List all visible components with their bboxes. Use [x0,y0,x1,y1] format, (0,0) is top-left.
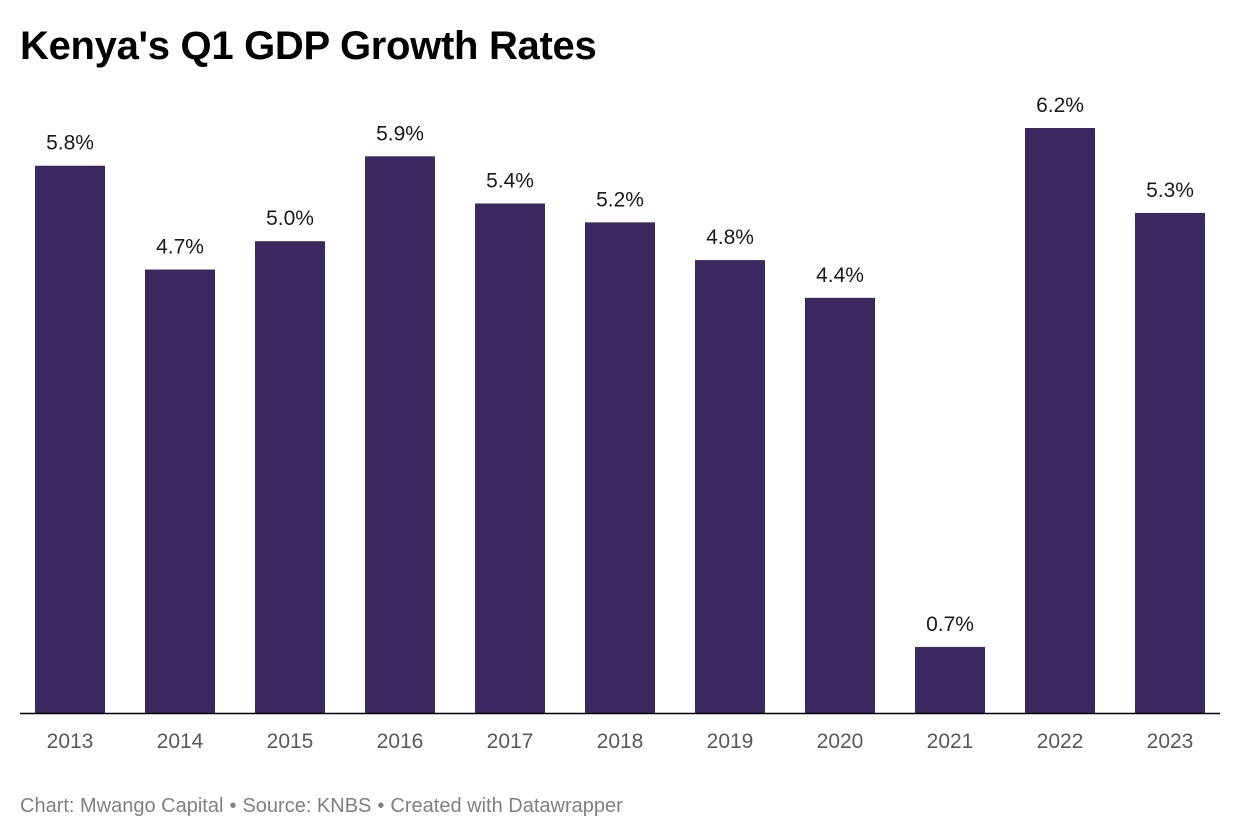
x-tick-label-2014: 2014 [157,730,204,753]
x-tick-label-2020: 2020 [817,730,864,753]
chart-title: Kenya's Q1 GDP Growth Rates [20,24,597,68]
source-credit: Source: KNBS [242,795,372,817]
created-with-credit: Created with Datawrapper [390,795,623,817]
chart-footer: Chart: Mwango Capital • Source: KNBS • Creat… [20,793,623,819]
bar-2020 [805,297,875,713]
value-labels-layer: 5.8% 4.7% 5.0% 5.9% 5.4% 5.2% 4.8% 4.4% 0.7% 6.2%… [46,94,1194,636]
bar-2019 [695,260,765,713]
value-label-2013: 5.8% [46,132,94,155]
bar-2018 [585,222,655,713]
value-label-2019: 4.8% [706,226,754,249]
bar-2015 [255,241,325,713]
x-tick-label-2018: 2018 [597,730,644,753]
bar-2013 [35,165,105,713]
value-label-2021: 0.7% [926,613,974,636]
x-tick-label-2021: 2021 [927,730,974,753]
value-label-2014: 4.7% [156,236,204,259]
x-tick-label-2022: 2022 [1037,730,1084,753]
footer-separator-2: • [377,795,385,817]
value-label-2023: 5.3% [1146,179,1194,202]
bar-2022 [1025,128,1095,713]
x-tick-label-2015: 2015 [267,730,314,753]
x-tick-label-2019: 2019 [707,730,754,753]
bar-2014 [145,269,215,713]
x-tick-label-2016: 2016 [377,730,424,753]
value-label-2015: 5.0% [266,207,314,230]
value-label-2020: 4.4% [816,264,864,287]
chart-credit: Chart: Mwango Capital [20,795,224,817]
bar-2016 [365,156,435,713]
x-tick-labels-layer: 2013 2014 2015 2016 2017 2018 2019 2020 2021 2022… [47,730,1194,753]
footer-separator-1: • [229,795,237,817]
x-tick-label-2023: 2023 [1147,730,1194,753]
value-label-2018: 5.2% [596,188,644,211]
bar-2017 [475,203,545,713]
bar-chart: 5.8% 4.7% 5.0% 5.9% 5.4% 5.2% 4.8% 4.4% 0.7% 6.2%… [20,94,1220,753]
value-label-2022: 6.2% [1036,94,1084,117]
bar-2021 [915,646,985,713]
bar-2023 [1135,212,1205,713]
x-tick-label-2017: 2017 [487,730,534,753]
value-label-2017: 5.4% [486,169,534,192]
value-label-2016: 5.9% [376,122,424,145]
x-tick-label-2013: 2013 [47,730,94,753]
bars-layer [35,128,1205,713]
